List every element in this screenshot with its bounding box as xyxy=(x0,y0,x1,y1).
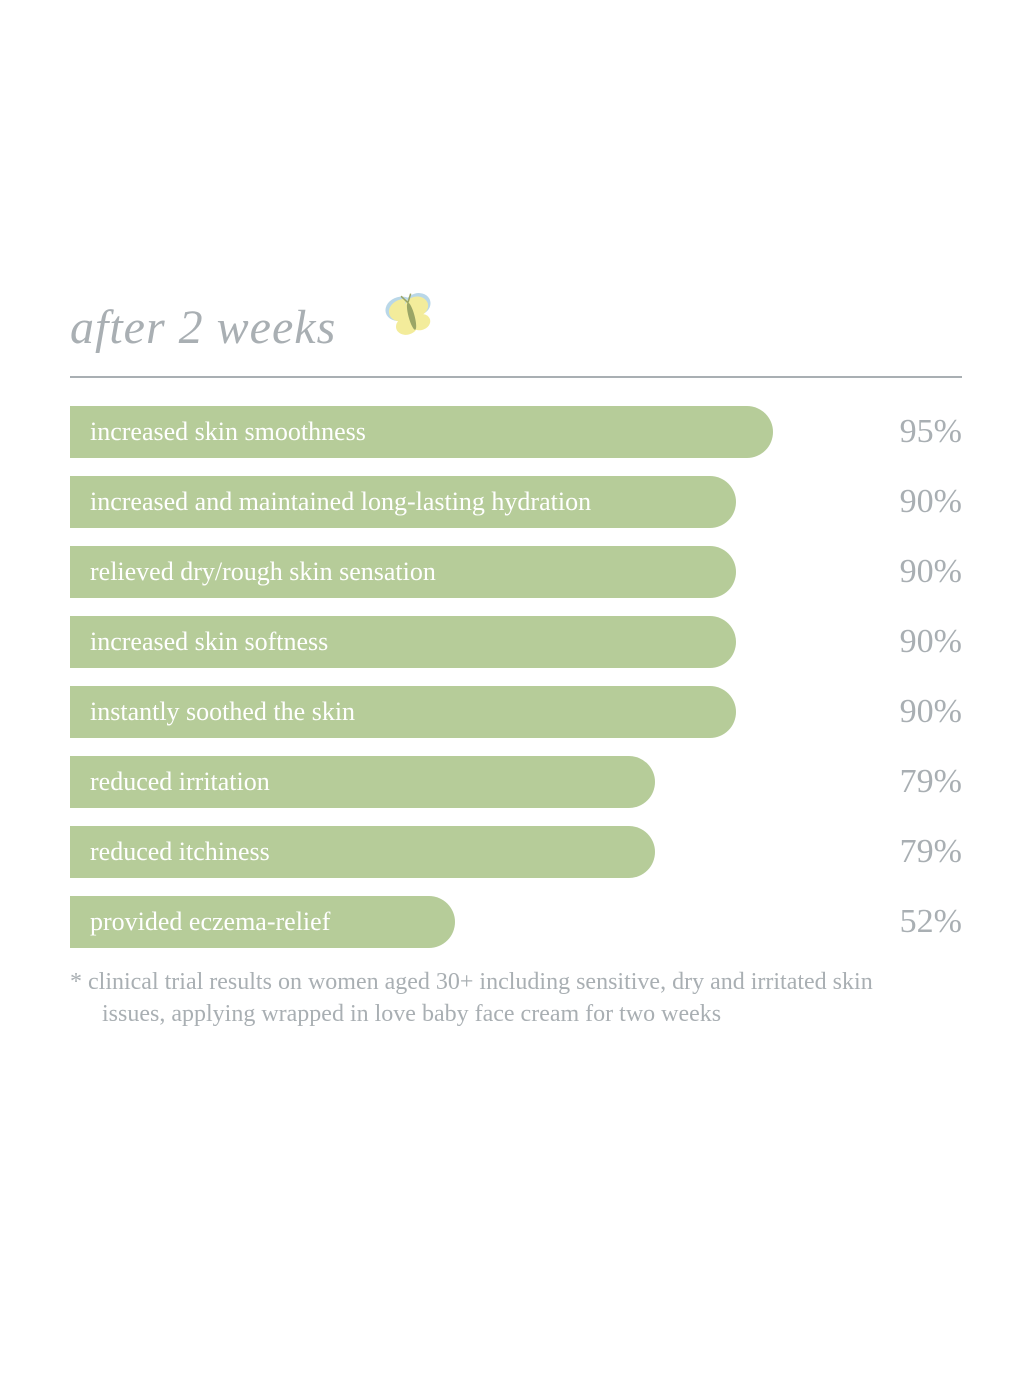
bar-label: increased skin smoothness xyxy=(70,417,366,447)
bar: increased and maintained long-lasting hy… xyxy=(70,476,736,528)
footnote: * clinical trial results on women aged 3… xyxy=(70,966,962,1031)
title-row: after 2 weeks xyxy=(70,300,962,370)
bar: relieved dry/rough skin sensation xyxy=(70,546,736,598)
footnote-line-1: * clinical trial results on women aged 3… xyxy=(70,969,873,995)
bar-value: 90% xyxy=(810,623,962,661)
bar-row: increased skin softness 90% xyxy=(70,616,962,668)
bar-value: 79% xyxy=(810,833,962,871)
bar-track: increased and maintained long-lasting hy… xyxy=(70,476,810,528)
bar-value: 90% xyxy=(810,483,962,521)
bar-value: 90% xyxy=(810,553,962,591)
bar-row: instantly soothed the skin 90% xyxy=(70,686,962,738)
bar-row: increased and maintained long-lasting hy… xyxy=(70,476,962,528)
butterfly-icon xyxy=(380,282,444,346)
bar-label: instantly soothed the skin xyxy=(70,697,355,727)
bar: provided eczema-relief xyxy=(70,896,455,948)
bar-label: increased skin softness xyxy=(70,627,328,657)
divider xyxy=(70,376,962,378)
footnote-line-2: issues, applying wrapped in love baby fa… xyxy=(70,998,962,1030)
bar-track: reduced irritation xyxy=(70,756,810,808)
bar-label: increased and maintained long-lasting hy… xyxy=(70,487,591,517)
bar-value: 95% xyxy=(810,413,962,451)
bar-track: instantly soothed the skin xyxy=(70,686,810,738)
bar-track: provided eczema-relief xyxy=(70,896,810,948)
bar-row: provided eczema-relief 52% xyxy=(70,896,962,948)
bar: increased skin softness xyxy=(70,616,736,668)
bar: instantly soothed the skin xyxy=(70,686,736,738)
bar-row: relieved dry/rough skin sensation 90% xyxy=(70,546,962,598)
chart-title: after 2 weeks xyxy=(70,301,336,354)
bar-value: 79% xyxy=(810,763,962,801)
bar-track: increased skin softness xyxy=(70,616,810,668)
bar: reduced irritation xyxy=(70,756,655,808)
bar-track: relieved dry/rough skin sensation xyxy=(70,546,810,598)
bar-label: reduced irritation xyxy=(70,767,270,797)
bar-label: relieved dry/rough skin sensation xyxy=(70,557,436,587)
bar-track: reduced itchiness xyxy=(70,826,810,878)
bar: reduced itchiness xyxy=(70,826,655,878)
bar: increased skin smoothness xyxy=(70,406,773,458)
bar-track: increased skin smoothness xyxy=(70,406,810,458)
bar-label: provided eczema-relief xyxy=(70,907,330,937)
results-chart: after 2 weeks increased skin smoothness 9… xyxy=(70,300,962,1031)
bar-row: reduced itchiness 79% xyxy=(70,826,962,878)
bars-area: increased skin smoothness 95% increased an… xyxy=(70,406,962,948)
bar-value: 90% xyxy=(810,693,962,731)
bar-row: increased skin smoothness 95% xyxy=(70,406,962,458)
bar-label: reduced itchiness xyxy=(70,837,270,867)
bar-row: reduced irritation 79% xyxy=(70,756,962,808)
bar-value: 52% xyxy=(810,903,962,941)
